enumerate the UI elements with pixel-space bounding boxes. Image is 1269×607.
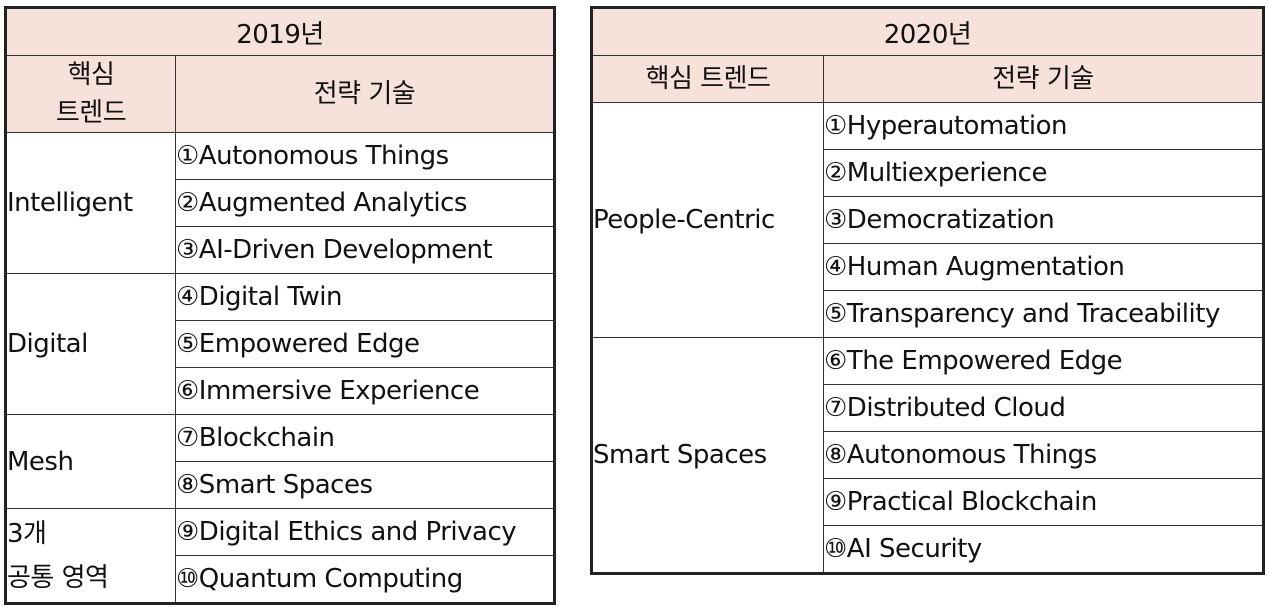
trend-table-2020: 2020년 핵심 트렌드 전략 기술 People-Centric ①Hyper… (590, 6, 1265, 575)
core-trend-header: 핵심 트렌드 (591, 55, 824, 103)
table-row: Smart Spaces ⑥The Empowered Edge (591, 337, 1264, 574)
tech-item: ③Democratization (823, 196, 1264, 244)
core-trend-header: 핵심 트렌드 (5, 55, 176, 133)
tech-item: ⑧Autonomous Things (823, 431, 1264, 479)
table-row: ⑩AI Security (592, 525, 1264, 574)
trend-group-cell: Digital (5, 273, 176, 415)
table-row: ④Human Augmentation (592, 243, 1264, 291)
strategy-tech-header: 전략 기술 (175, 55, 555, 133)
strategy-tech-header: 전략 기술 (823, 55, 1264, 103)
tech-item: ⑩AI Security (823, 525, 1264, 574)
table-row: ③AI-Driven Development (6, 226, 555, 274)
tech-item: ⑥Immersive Experience (175, 367, 555, 415)
trend-group-cell: Mesh (5, 414, 176, 509)
table-row: Intelligent ①Autonomous Things (5, 132, 555, 274)
trend-group-cell: Intelligent (5, 132, 176, 274)
table-row: ⑧Autonomous Things (592, 431, 1264, 479)
table-row: ⑦Distributed Cloud (592, 384, 1264, 432)
table-row: ⑤Transparency and Traceability (592, 290, 1264, 338)
tech-item: ⑨Digital Ethics and Privacy (175, 508, 555, 556)
table-row: ⑩Quantum Computing (6, 555, 555, 604)
tech-item: ⑦Distributed Cloud (823, 384, 1264, 432)
tech-item: ①Autonomous Things (175, 132, 555, 180)
table-row: ⑤Empowered Edge (6, 320, 555, 368)
trend-group-cell: 3개 공통 영역 (5, 508, 176, 604)
tech-item: ②Multiexperience (823, 149, 1264, 197)
trend-group-cell: Smart Spaces (591, 337, 824, 574)
year-header: 2020년 (591, 7, 1264, 56)
trend-group-cell: People-Centric (591, 102, 824, 338)
table-row: 3개 공통 영역 ⑨Digital Ethics and Privacy (5, 508, 555, 604)
table-row: Mesh ⑦Blockchain (5, 414, 555, 509)
tech-item: ⑦Blockchain (175, 414, 555, 462)
tech-item: ⑤Transparency and Traceability (823, 290, 1264, 338)
tech-item: ②Augmented Analytics (175, 179, 555, 227)
tech-item: ⑥The Empowered Edge (823, 337, 1264, 385)
tech-item: ④Digital Twin (175, 273, 555, 321)
table-row: People-Centric ①Hyperautomation (591, 102, 1264, 338)
tech-item: ①Hyperautomation (823, 102, 1264, 150)
trend-table-2019: 2019년 핵심 트렌드 전략 기술 Intelligent ①Autonomo… (4, 6, 556, 605)
table-row: ②Augmented Analytics (6, 179, 555, 227)
tech-item: ④Human Augmentation (823, 243, 1264, 291)
table-row: Digital ④Digital Twin (5, 273, 555, 415)
tech-item: ⑩Quantum Computing (175, 555, 555, 604)
table-row: ③Democratization (592, 196, 1264, 244)
tech-item: ⑤Empowered Edge (175, 320, 555, 368)
tech-item: ⑨Practical Blockchain (823, 478, 1264, 526)
year-header: 2019년 (5, 7, 555, 56)
tech-item: ③AI-Driven Development (175, 226, 555, 274)
tech-item: ⑧Smart Spaces (175, 461, 555, 509)
